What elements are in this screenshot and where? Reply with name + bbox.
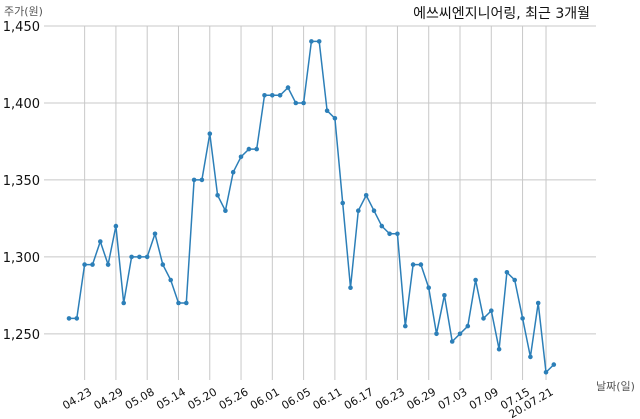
data-point — [160, 262, 166, 267]
data-point — [184, 300, 189, 306]
data-point — [340, 200, 346, 206]
data-point — [262, 93, 267, 98]
data-point — [520, 316, 525, 321]
data-point — [403, 323, 408, 329]
data-point — [324, 108, 330, 113]
data-point — [426, 285, 432, 291]
y-axis-ticks: 1,250 1,300 1,350 1,400 1,450 — [3, 20, 40, 343]
data-point — [410, 262, 416, 267]
data-point — [512, 277, 517, 283]
data-point — [363, 193, 369, 198]
data-point — [348, 285, 353, 291]
data-point — [356, 208, 361, 213]
data-point — [223, 208, 228, 213]
data-point — [496, 346, 502, 352]
data-point — [144, 254, 150, 260]
data-point — [489, 308, 494, 314]
data-point — [98, 239, 103, 244]
series-line-layer — [69, 40, 555, 374]
data-point — [301, 100, 306, 106]
x-tick-label: 06.05 — [279, 385, 313, 412]
data-point — [199, 177, 205, 183]
grid-lines — [44, 25, 596, 380]
data-point — [551, 362, 557, 367]
data-point — [535, 300, 541, 306]
data-point — [457, 331, 463, 337]
data-point — [371, 208, 377, 213]
data-point — [387, 231, 392, 237]
x-tick-label: 04.23 — [60, 385, 94, 412]
x-tick-label: 06.11 — [311, 385, 345, 412]
data-point — [465, 323, 471, 329]
data-point — [270, 93, 275, 98]
data-point — [379, 223, 385, 229]
x-tick-label: 06.01 — [248, 385, 282, 412]
data-point — [309, 39, 314, 44]
data-point — [442, 293, 447, 298]
data-point — [152, 231, 158, 237]
data-point — [90, 262, 95, 267]
data-point — [504, 270, 510, 275]
data-point — [207, 131, 213, 136]
data-point — [473, 277, 478, 283]
y-tick-label: 1,300 — [3, 251, 40, 266]
data-point — [137, 254, 142, 260]
x-tick-label: 06.29 — [404, 385, 438, 412]
series-line — [69, 40, 555, 374]
data-point — [418, 262, 424, 267]
x-tick-label: 07.09 — [467, 385, 501, 412]
x-tick-label: 04.29 — [92, 385, 126, 412]
data-point — [293, 100, 299, 106]
data-point — [66, 316, 72, 321]
data-point — [254, 146, 259, 152]
x-tick-label: 07.03 — [436, 385, 470, 412]
data-point — [168, 277, 173, 283]
data-point — [215, 193, 220, 198]
data-point — [129, 254, 134, 260]
data-point — [434, 331, 439, 337]
data-point — [191, 177, 197, 183]
x-tick-label: 05.14 — [154, 385, 188, 412]
data-point — [74, 316, 80, 321]
y-tick-label: 1,250 — [3, 328, 40, 343]
data-point — [246, 146, 252, 152]
data-point — [176, 300, 181, 306]
data-point — [332, 116, 338, 121]
data-point — [113, 223, 119, 229]
x-tick-label: 06.17 — [342, 385, 376, 412]
data-point — [395, 231, 400, 237]
chart-title: 에쓰씨엔지니어링, 최근 3개월 — [413, 6, 590, 22]
data-point — [121, 300, 126, 306]
data-point — [449, 339, 455, 344]
x-tick-label: 05.08 — [123, 385, 157, 412]
data-point — [285, 85, 291, 90]
data-points — [66, 39, 557, 375]
data-point — [238, 154, 244, 160]
x-tick-label: 05.20 — [185, 385, 219, 412]
y-tick-label: 1,400 — [3, 97, 40, 112]
x-tick-label: 06.23 — [373, 385, 407, 412]
x-axis-ticks: 04.2304.2905.0805.1405.2005.2606.0106.05… — [60, 385, 555, 419]
data-point — [316, 39, 322, 44]
y-tick-label: 1,450 — [3, 20, 40, 35]
x-tick-label: 05.26 — [217, 385, 251, 412]
data-point — [82, 262, 87, 267]
data-point — [543, 370, 549, 375]
data-point — [105, 262, 111, 267]
data-point — [230, 169, 236, 175]
y-tick-label: 1,350 — [3, 174, 40, 189]
data-point — [481, 316, 486, 321]
y-axis-label: 주가(원) — [4, 5, 43, 18]
data-point — [528, 354, 533, 360]
x-axis-label: 날짜(일) — [596, 379, 635, 393]
data-point — [277, 93, 283, 98]
